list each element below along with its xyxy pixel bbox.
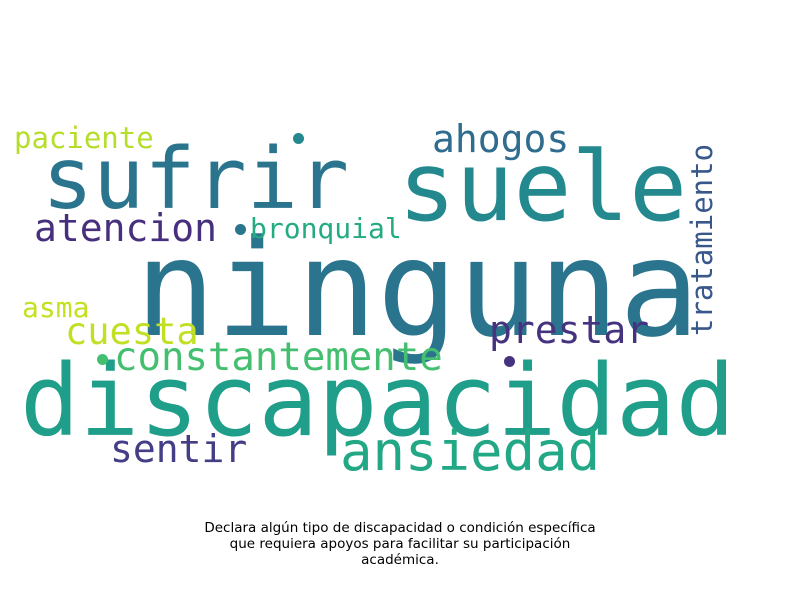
word-ahogos: ahogos	[432, 117, 570, 161]
word-constantemente: constantemente	[114, 335, 443, 380]
word-prestar: prestar	[489, 308, 650, 352]
caption-line: académica.	[361, 552, 439, 568]
word-atencion: atencion	[34, 206, 218, 250]
word-ninguna: ninguna	[135, 211, 700, 367]
word-tratamiento: tratamiento	[685, 143, 719, 336]
word-paciente: paciente	[14, 121, 154, 155]
word-cuesta: cuesta	[65, 310, 199, 353]
figure-caption: Declara algún tipo de discapacidad o con…	[150, 520, 650, 568]
word-sufrir: sufrir	[42, 130, 350, 229]
dot-mark	[504, 356, 515, 367]
dot-mark	[97, 354, 108, 365]
caption-line: Declara algún tipo de discapacidad o con…	[204, 520, 596, 536]
word-bronquial: bronquial	[250, 212, 402, 245]
dot-mark	[235, 224, 246, 235]
word-asma: asma	[22, 291, 90, 324]
caption-line: que requiera apoyos para facilitar su pa…	[229, 536, 571, 552]
dot-mark	[293, 133, 304, 144]
word-ansiedad: ansiedad	[340, 420, 601, 483]
word-suele: suele	[398, 131, 687, 243]
word-discapacidad: discapacidad	[20, 344, 736, 459]
word-sentir: sentir	[110, 427, 248, 471]
